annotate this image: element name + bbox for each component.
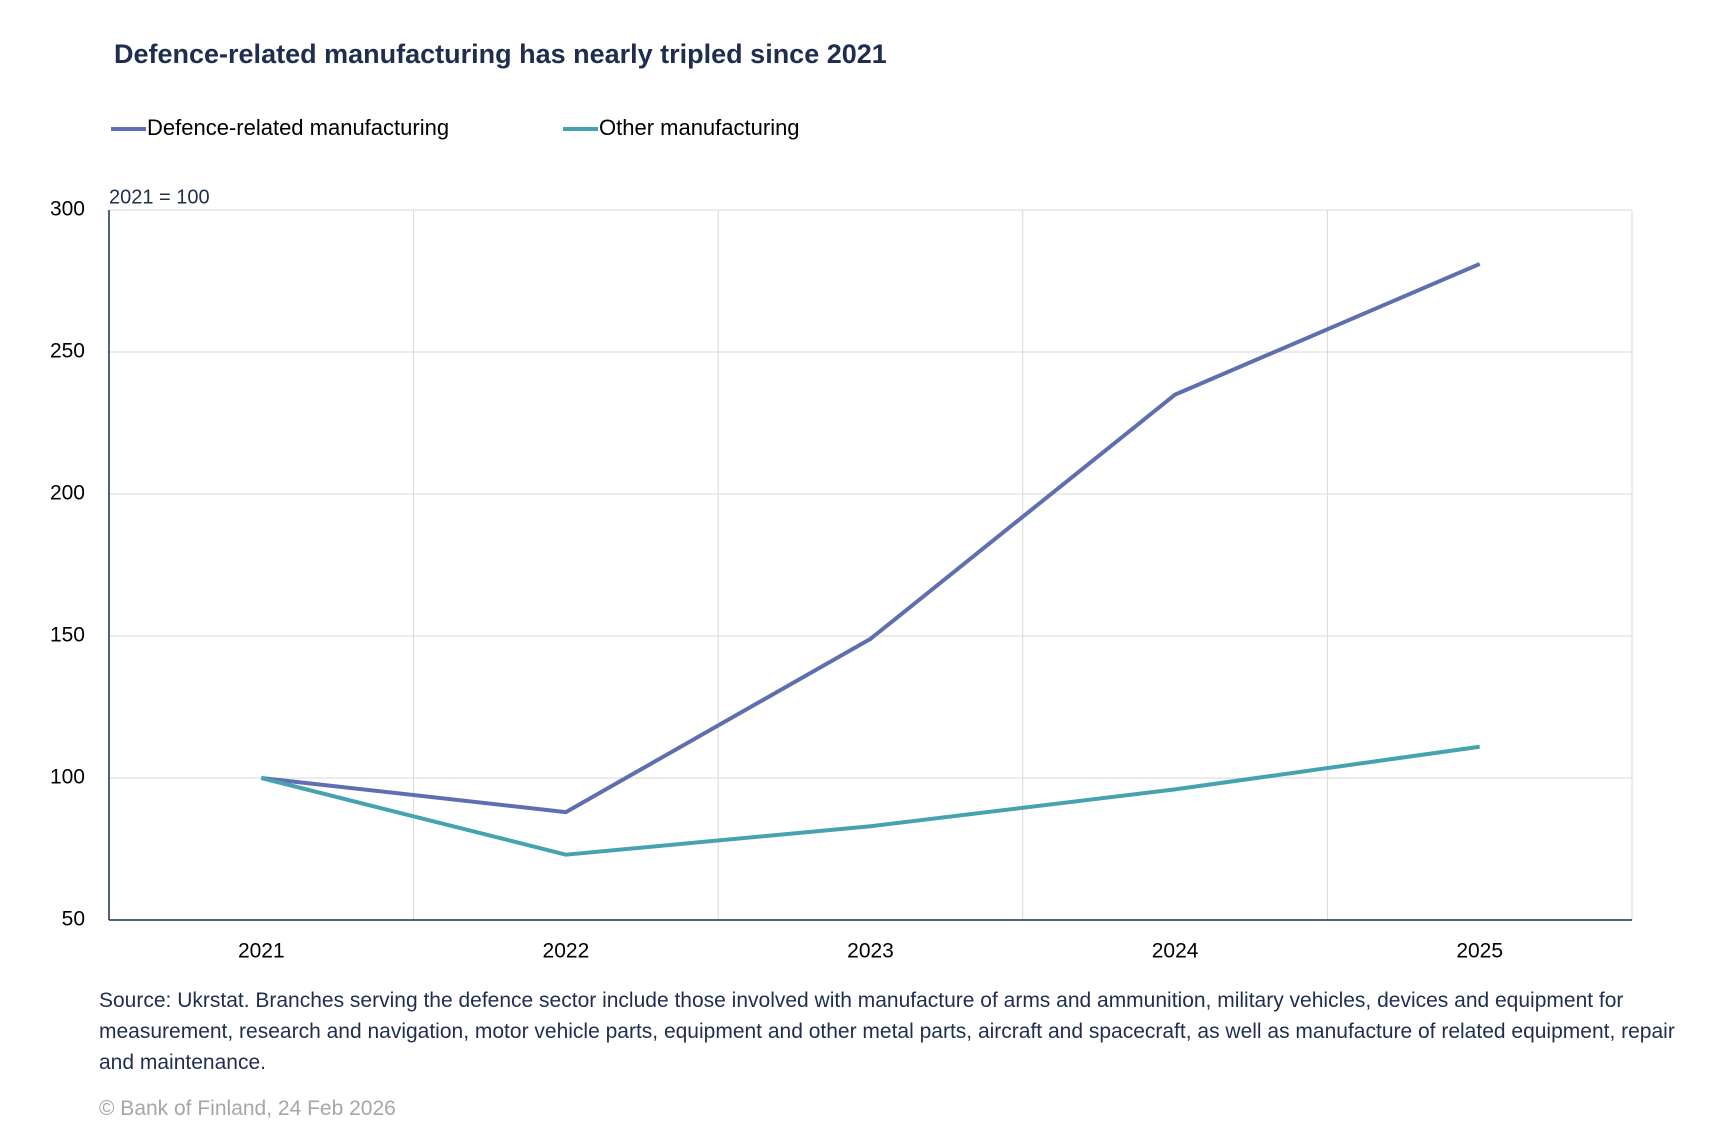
x-tick-label: 2021 (238, 940, 285, 963)
copyright: © Bank of Finland, 24 Feb 2026 (99, 1097, 396, 1120)
x-tick-label: 2024 (1152, 940, 1199, 963)
y-tick-label: 150 (50, 624, 85, 647)
chart: Defence-related manufacturing has nearly… (50, 39, 1633, 963)
chart-title: Defence-related manufacturing has nearly… (114, 39, 887, 69)
unit-label: 2021 = 100 (109, 186, 210, 208)
y-tick-label: 300 (50, 198, 85, 221)
data-line (260, 744, 1480, 857)
y-tick-label: 50 (62, 908, 85, 931)
source-note: Source: Ukrstat. Branches serving the de… (99, 989, 1675, 1074)
y-tick-label: 100 (50, 766, 85, 789)
legend-label: Other manufacturing (599, 115, 800, 140)
x-tick-label: 2023 (847, 940, 894, 963)
x-tick-label: 2022 (543, 940, 590, 963)
data-line (261, 262, 1481, 815)
legend-label: Defence-related manufacturing (147, 115, 449, 140)
x-tick-label: 2025 (1456, 940, 1503, 963)
y-tick-label: 200 (50, 482, 85, 505)
y-tick-label: 250 (50, 340, 85, 363)
